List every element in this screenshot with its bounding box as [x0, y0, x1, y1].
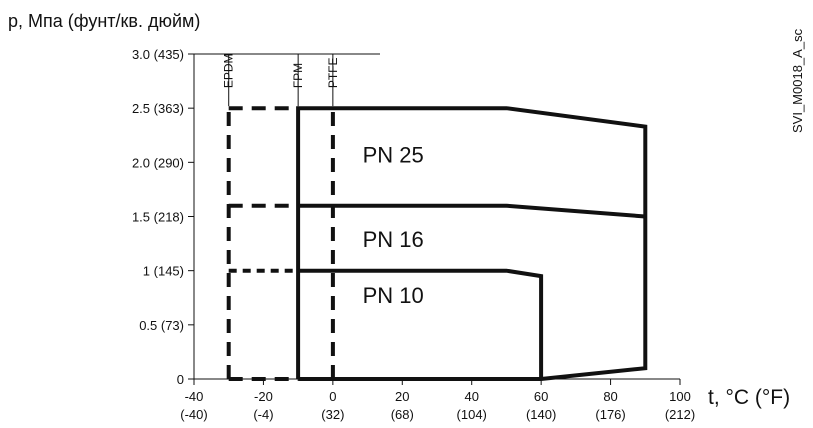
x-tick-sublabel: (212) — [665, 407, 695, 422]
x-tick-sublabel: (-40) — [180, 407, 207, 422]
series-label: PN 25 — [363, 142, 424, 167]
data-mark-layer — [226, 106, 648, 381]
y-tick-label: 1.5 (218) — [132, 210, 184, 225]
watermark-code: SVI_M0018_A_sc — [790, 28, 805, 133]
x-tick-sublabel: (32) — [321, 407, 344, 422]
x-tick-sublabel: (176) — [595, 407, 625, 422]
y-tick-label: 3.0 (435) — [132, 47, 184, 62]
material-label: EPDM — [222, 53, 236, 88]
x-tick-label: 0 — [329, 389, 336, 404]
rating-boundary-line — [298, 203, 646, 219]
x-tick-label: 80 — [603, 389, 617, 404]
x-axis-title: t, °C (°F) — [708, 386, 790, 409]
x-tick-sublabel: (104) — [457, 407, 487, 422]
x-tick-label: -40 — [185, 389, 204, 404]
series-label: PN 10 — [363, 283, 424, 308]
rating-boundary-line — [296, 106, 648, 381]
y-axis-title: p, Мпа (фунт/кв. дюйм) — [8, 11, 200, 31]
x-tick-sublabel: (-4) — [253, 407, 273, 422]
x-tick-sublabel: (140) — [526, 407, 556, 422]
material-label: PTFE — [326, 57, 340, 88]
x-tick-label: 60 — [534, 389, 548, 404]
y-tick-label: 1 (145) — [143, 264, 184, 279]
y-tick-label: 0.5 (73) — [139, 318, 184, 333]
series-label-background — [358, 222, 455, 253]
series-label: PN 16 — [363, 227, 424, 252]
y-tick-label: 2.0 (290) — [132, 155, 184, 170]
x-tick-sublabel: (68) — [391, 407, 414, 422]
series-label-background — [358, 279, 455, 310]
y-tick-label: 2.5 (363) — [132, 101, 184, 116]
y-tick-label: 0 — [177, 372, 184, 387]
label-layer: p, Мпа (фунт/кв. дюйм) t, °C (°F) SVI_M0… — [8, 11, 805, 422]
series-label-background — [358, 138, 455, 169]
material-label: FPM — [291, 63, 305, 88]
rating-boundary-line — [298, 268, 544, 379]
x-tick-label: 20 — [395, 389, 409, 404]
x-tick-label: 40 — [464, 389, 478, 404]
x-tick-label: -20 — [254, 389, 273, 404]
x-tick-label: 100 — [669, 389, 691, 404]
axes-layer — [188, 53, 681, 385]
